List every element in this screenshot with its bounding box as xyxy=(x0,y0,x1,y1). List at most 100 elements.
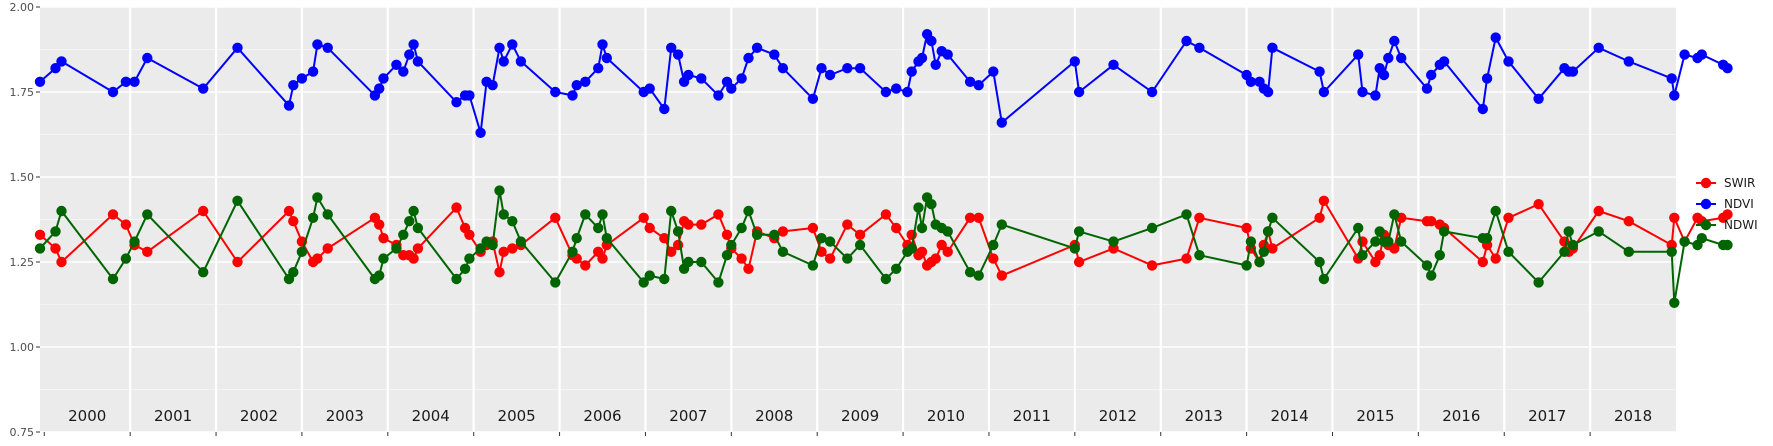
ndwi-point xyxy=(824,236,836,247)
ndvi-point xyxy=(107,86,119,98)
ndvi-point xyxy=(926,35,937,47)
swir-point xyxy=(1722,209,1733,220)
ndvi-point xyxy=(378,73,389,84)
swir-point xyxy=(854,229,866,240)
ndwi-point xyxy=(391,243,402,254)
year-label: 2018 xyxy=(1614,407,1652,425)
ndwi-point xyxy=(1194,250,1205,261)
swir-point xyxy=(464,229,475,240)
swir-point xyxy=(1533,199,1544,210)
ndwi-point xyxy=(659,273,670,285)
ndwi-point xyxy=(1374,226,1385,237)
ndvi-point xyxy=(807,93,819,105)
year-label: 2002 xyxy=(240,407,278,425)
ndwi-point xyxy=(1481,233,1493,244)
ndvi-point xyxy=(659,103,670,115)
swir-point xyxy=(1389,243,1400,254)
ndwi-point xyxy=(816,233,827,244)
swir-point xyxy=(1374,250,1385,261)
swir-point xyxy=(412,243,424,254)
swir-point xyxy=(494,267,505,278)
ndvi-point xyxy=(1477,103,1489,115)
ndvi-point xyxy=(1383,52,1394,64)
year-label: 2005 xyxy=(498,407,536,425)
ndvi-point xyxy=(1389,35,1400,47)
swir-point xyxy=(408,253,419,264)
ndvi-point xyxy=(736,73,747,84)
ndwi-point xyxy=(34,243,46,254)
ndwi-point xyxy=(1383,236,1394,247)
ndvi-point xyxy=(487,80,498,91)
ndwi-point xyxy=(1389,209,1400,220)
ndwi-point xyxy=(571,233,582,244)
ndwi-point xyxy=(913,202,924,213)
ndvi-point xyxy=(1314,66,1325,77)
ndvi-point xyxy=(1567,66,1579,77)
ndwi-point xyxy=(1069,243,1081,254)
ndwi-point xyxy=(942,226,953,237)
ndvi-point xyxy=(408,39,419,50)
ndwi-point xyxy=(464,253,475,264)
ndvi-point xyxy=(1593,42,1604,53)
ndvi-point xyxy=(515,56,527,67)
ndwi-point xyxy=(107,273,119,285)
swir-point xyxy=(1490,253,1501,264)
ndwi-point xyxy=(56,205,67,217)
swir-point xyxy=(842,219,853,230)
ndvi-point xyxy=(906,66,917,77)
ndvi-point xyxy=(1490,32,1501,43)
year-label: 2011 xyxy=(1013,407,1051,425)
swir-point xyxy=(507,243,518,254)
ndwi-point xyxy=(50,226,61,237)
y-tick-label: 1.75 xyxy=(10,86,35,99)
ndwi-point xyxy=(1396,236,1407,247)
ndvi-point xyxy=(1503,56,1514,67)
ndvi-point xyxy=(880,86,892,98)
swir-point xyxy=(736,253,747,264)
ndwi-point xyxy=(597,209,608,220)
ndwi-point xyxy=(567,246,578,257)
swir-point xyxy=(964,212,976,223)
year-label: 2007 xyxy=(669,407,707,425)
swir-point xyxy=(50,243,61,254)
ndvi-point xyxy=(232,42,243,53)
ndvi-point xyxy=(1245,76,1257,88)
ndwi-point xyxy=(996,219,1007,230)
ndvi-point xyxy=(198,83,209,94)
swir-point xyxy=(1241,222,1252,234)
y-tick-label: 1.00 xyxy=(10,341,35,354)
ndwi-point xyxy=(1666,246,1677,257)
ndvi-point xyxy=(601,52,612,64)
ndvi-point xyxy=(412,56,424,67)
ndwi-point xyxy=(777,246,789,257)
ndwi-point xyxy=(880,273,892,285)
ndvi-point xyxy=(942,49,953,60)
ndvi-point xyxy=(129,76,140,88)
swir-point xyxy=(56,256,67,268)
ndwi-point xyxy=(475,243,486,254)
swir-point xyxy=(1623,216,1635,227)
ndvi-point xyxy=(1396,52,1407,64)
series-layer xyxy=(34,29,1733,308)
ndwi-point xyxy=(926,199,937,210)
ndwi-point xyxy=(1503,246,1514,257)
ndwi-point xyxy=(1426,270,1437,281)
swir-point xyxy=(378,233,389,244)
ndwi-point xyxy=(751,229,763,240)
ndvi-point xyxy=(494,42,505,53)
ndwi-point xyxy=(1679,236,1690,247)
ndvi-point xyxy=(404,49,415,60)
ndwi-point xyxy=(1146,222,1158,234)
y-tick-label: 2.00 xyxy=(10,1,35,14)
ndvi-point xyxy=(475,127,486,138)
ndwi-point xyxy=(638,277,649,288)
ndwi-point xyxy=(988,239,999,251)
ndvi-point xyxy=(1353,49,1364,60)
swir-point xyxy=(1314,212,1325,223)
ndvi-point xyxy=(824,69,836,81)
year-label: 2008 xyxy=(755,407,793,425)
legend-label: NDWI xyxy=(1724,218,1758,232)
ndvi-point xyxy=(769,49,780,60)
ndvi-point xyxy=(751,42,763,53)
